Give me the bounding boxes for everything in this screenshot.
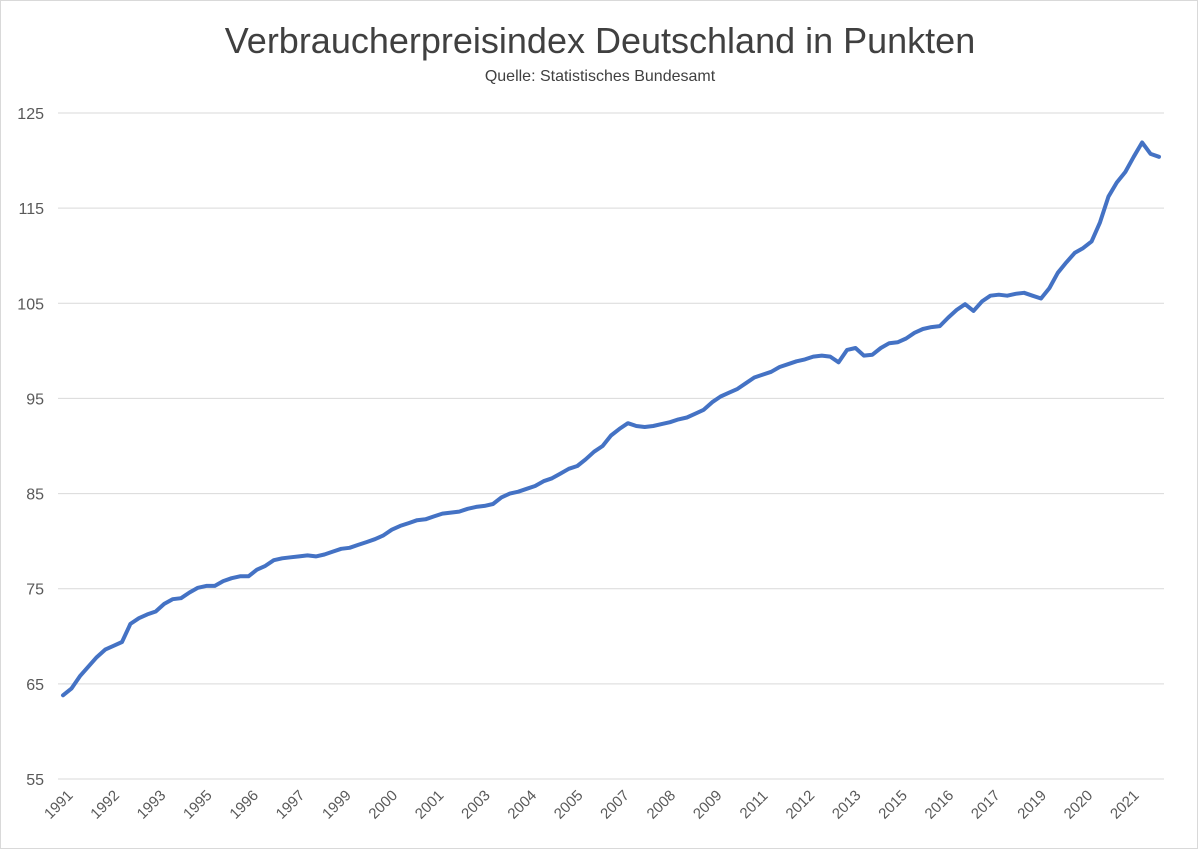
x-tick-label: 2015	[875, 787, 911, 823]
x-tick-label: 1999	[319, 787, 355, 823]
x-tick-label: 2008	[644, 787, 680, 823]
y-tick-label: 85	[26, 487, 44, 504]
x-tick-label: 2005	[551, 787, 587, 823]
y-tick-label: 95	[26, 391, 44, 408]
x-tick-label: 2020	[1061, 787, 1097, 823]
x-tick-label: 2021	[1107, 787, 1143, 823]
y-tick-label: 55	[26, 772, 44, 789]
gridlines	[58, 112, 1164, 780]
series-line	[61, 140, 1161, 698]
x-tick-label: 2011	[737, 787, 772, 822]
x-tick-label: 1997	[273, 787, 309, 823]
series-group	[61, 140, 1161, 698]
x-tick-label: 2000	[365, 787, 401, 823]
x-tick-label: 2009	[690, 787, 726, 823]
x-tick-label: 2003	[458, 787, 494, 823]
y-tick-label: 125	[17, 106, 44, 123]
chart-title: Verbraucherpreisindex Deutschland in Pun…	[224, 20, 976, 61]
x-tick-label: 2016	[922, 787, 958, 823]
chart-subtitle: Quelle: Statistisches Bundesamt	[484, 68, 716, 85]
x-tick-label: 2017	[968, 787, 1004, 823]
y-tick-label: 105	[17, 296, 44, 313]
y-tick-label: 115	[18, 201, 44, 218]
x-tick-label: 2001	[412, 787, 448, 823]
y-tick-label: 65	[26, 677, 44, 694]
x-tick-label: 2013	[829, 787, 865, 823]
x-tick-label: 1996	[226, 787, 262, 823]
y-axis-ticks: 55 65 75 85 95 105 115 125	[17, 106, 44, 789]
x-tick-label: 1992	[87, 787, 123, 823]
y-tick-label: 75	[26, 582, 44, 599]
x-tick-label: 1995	[180, 787, 216, 823]
x-tick-label: 2012	[783, 787, 819, 823]
x-tick-label: 2019	[1014, 787, 1050, 823]
x-tick-label: 2004	[504, 787, 540, 823]
x-tick-label: 1991	[41, 787, 77, 823]
x-axis-ticks: 1991 1992 1993 1995 1996 1997 1999 2000 2001 2003…	[41, 787, 1143, 823]
x-tick-label: 2007	[597, 787, 633, 823]
x-tick-label: 1993	[134, 787, 170, 823]
